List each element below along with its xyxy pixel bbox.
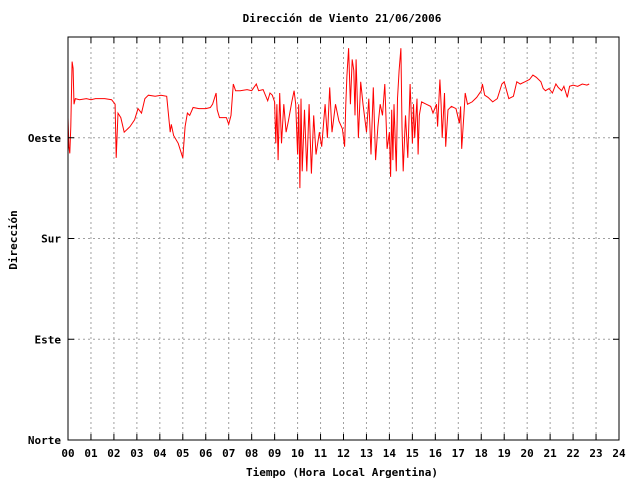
y-tick-label: Oeste bbox=[28, 132, 61, 145]
x-tick-label: 23 bbox=[589, 447, 602, 460]
y-tick-label: Norte bbox=[28, 434, 61, 447]
chart-title: Dirección de Viento 21/06/2006 bbox=[243, 12, 442, 25]
y-tick-label: Este bbox=[35, 333, 62, 346]
x-axis-label: Tiempo (Hora Local Argentina) bbox=[246, 466, 438, 479]
x-tick-label: 20 bbox=[521, 447, 534, 460]
x-tick-label: 19 bbox=[498, 447, 511, 460]
grid bbox=[68, 37, 619, 440]
x-tick-label: 17 bbox=[452, 447, 465, 460]
x-tick-label: 04 bbox=[153, 447, 167, 460]
x-tick-label: 13 bbox=[360, 447, 373, 460]
x-tick-label: 14 bbox=[383, 447, 397, 460]
x-tick-labels: 00 01 02 03 04 05 06 07 08 09 10 11 12 13 14 15 16 17 18 19… bbox=[61, 447, 626, 460]
wind-direction-series-line bbox=[67, 48, 590, 189]
y-axis-label: Dirección bbox=[7, 210, 20, 270]
x-tick-label: 16 bbox=[429, 447, 443, 460]
x-tick-label: 06 bbox=[199, 447, 213, 460]
y-tick-label: Sur bbox=[41, 233, 61, 246]
y-tick-labels: Norte Este Sur Oeste bbox=[28, 132, 61, 447]
x-tick-label: 05 bbox=[176, 447, 189, 460]
x-tick-label: 11 bbox=[314, 447, 328, 460]
x-tick-label: 08 bbox=[245, 447, 258, 460]
x-tick-label: 10 bbox=[291, 447, 304, 460]
x-tick-label: 22 bbox=[566, 447, 579, 460]
series-layer bbox=[67, 48, 590, 189]
x-tick-label: 15 bbox=[406, 447, 419, 460]
tick-marks bbox=[67, 37, 620, 441]
x-tick-label: 12 bbox=[337, 447, 350, 460]
x-tick-label: 18 bbox=[475, 447, 488, 460]
x-tick-label: 01 bbox=[84, 447, 98, 460]
x-tick-label: 09 bbox=[268, 447, 281, 460]
x-tick-label: 02 bbox=[107, 447, 120, 460]
x-tick-label: 03 bbox=[130, 447, 143, 460]
x-tick-label: 07 bbox=[222, 447, 235, 460]
x-tick-label: 00 bbox=[61, 447, 74, 460]
x-tick-label: 21 bbox=[544, 447, 558, 460]
x-tick-label: 24 bbox=[612, 447, 626, 460]
